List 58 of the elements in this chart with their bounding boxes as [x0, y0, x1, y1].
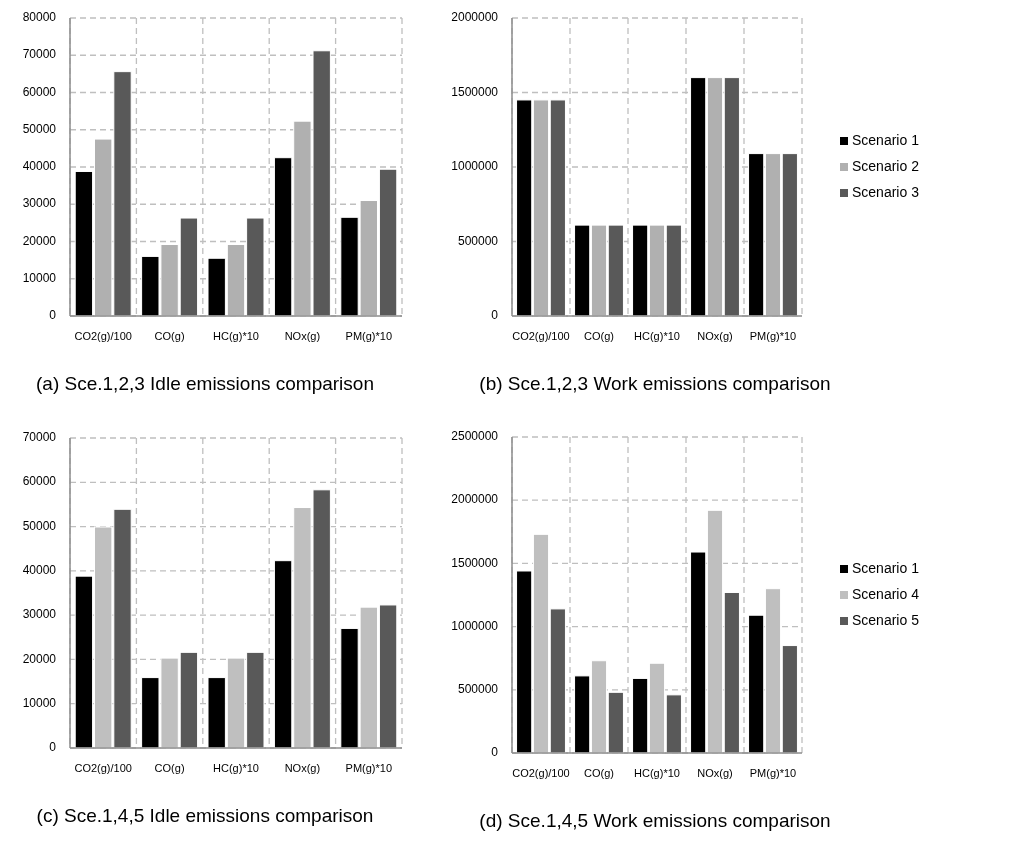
- y-tick-label: 500000: [457, 233, 499, 248]
- x-tick-label: HC(g)*10: [213, 330, 259, 342]
- legend-label: Scenario 1: [852, 559, 920, 576]
- y-tick-label: 0: [49, 740, 57, 755]
- y-tick-label: 0: [49, 308, 57, 323]
- x-tick-label: CO(g): [584, 767, 614, 779]
- legend-label: Scenario 5: [852, 611, 920, 628]
- text: (b) Sce.1,2,3 Work emissions comparison: [479, 373, 831, 394]
- y-tick-label: 40000: [22, 159, 57, 174]
- y-tick-label: 80000: [22, 10, 57, 25]
- x-tick-label: HC(g)*10: [213, 762, 259, 774]
- y-tick-label: 70000: [22, 430, 57, 445]
- x-tick-label: CO(g): [154, 762, 185, 774]
- y-tick-label: 30000: [22, 196, 57, 211]
- text: (a) Sce.1,2,3 Idle emissions comparison: [36, 373, 374, 394]
- legend-label: Scenario 3: [852, 183, 920, 200]
- x-tick-label: CO(g): [154, 330, 185, 342]
- y-tick-label: 60000: [22, 474, 57, 489]
- x-tick-label: HC(g)*10: [634, 767, 680, 779]
- y-tick-label: 20000: [22, 651, 57, 666]
- y-tick-label: 30000: [22, 607, 57, 622]
- y-tick-label: 10000: [22, 270, 57, 285]
- y-tick-label: 2500000: [451, 429, 499, 444]
- y-tick-label: 10000: [22, 695, 57, 710]
- legend-label: Scenario 1: [852, 131, 920, 148]
- x-tick-label: NOx(g): [697, 767, 733, 779]
- x-tick-label: CO2(g)/100: [512, 330, 570, 342]
- y-tick-label: 2000000: [451, 492, 499, 507]
- y-tick-label: 50000: [22, 518, 57, 533]
- text: (d) Sce.1,4,5 Work emissions comparison: [479, 810, 831, 831]
- x-tick-label: PM(g)*10: [749, 767, 797, 779]
- x-tick-label: HC(g)*10: [634, 330, 680, 342]
- x-tick-label: NOx(g): [284, 762, 321, 774]
- y-tick-label: 60000: [22, 84, 57, 99]
- x-tick-label: CO2(g)/100: [512, 767, 570, 779]
- y-tick-label: 2000000: [451, 10, 499, 25]
- x-tick-label: CO(g): [584, 330, 614, 342]
- x-tick-label: NOx(g): [284, 330, 321, 342]
- y-tick-label: 1000000: [451, 618, 499, 633]
- x-tick-label: PM(g)*10: [345, 330, 393, 342]
- text: (c) Sce.1,4,5 Idle emissions comparison: [36, 805, 374, 826]
- y-tick-label: 20000: [22, 233, 57, 248]
- x-tick-label: NOx(g): [697, 330, 733, 342]
- legend-label: Scenario 4: [852, 585, 920, 602]
- y-tick-label: 0: [491, 745, 499, 760]
- y-tick-label: 50000: [22, 121, 57, 136]
- y-tick-label: 70000: [22, 47, 57, 62]
- y-tick-label: 1500000: [451, 84, 499, 99]
- y-tick-label: 500000: [457, 681, 499, 696]
- y-tick-label: 0: [491, 308, 499, 323]
- legend-label: Scenario 2: [852, 157, 920, 174]
- y-tick-label: 1000000: [451, 159, 499, 174]
- y-tick-label: 40000: [22, 563, 57, 578]
- x-tick-label: CO2(g)/100: [74, 762, 132, 774]
- x-tick-label: CO2(g)/100: [74, 330, 132, 342]
- x-tick-label: PM(g)*10: [345, 762, 393, 774]
- x-tick-label: PM(g)*10: [749, 330, 797, 342]
- y-tick-label: 1500000: [451, 555, 499, 570]
